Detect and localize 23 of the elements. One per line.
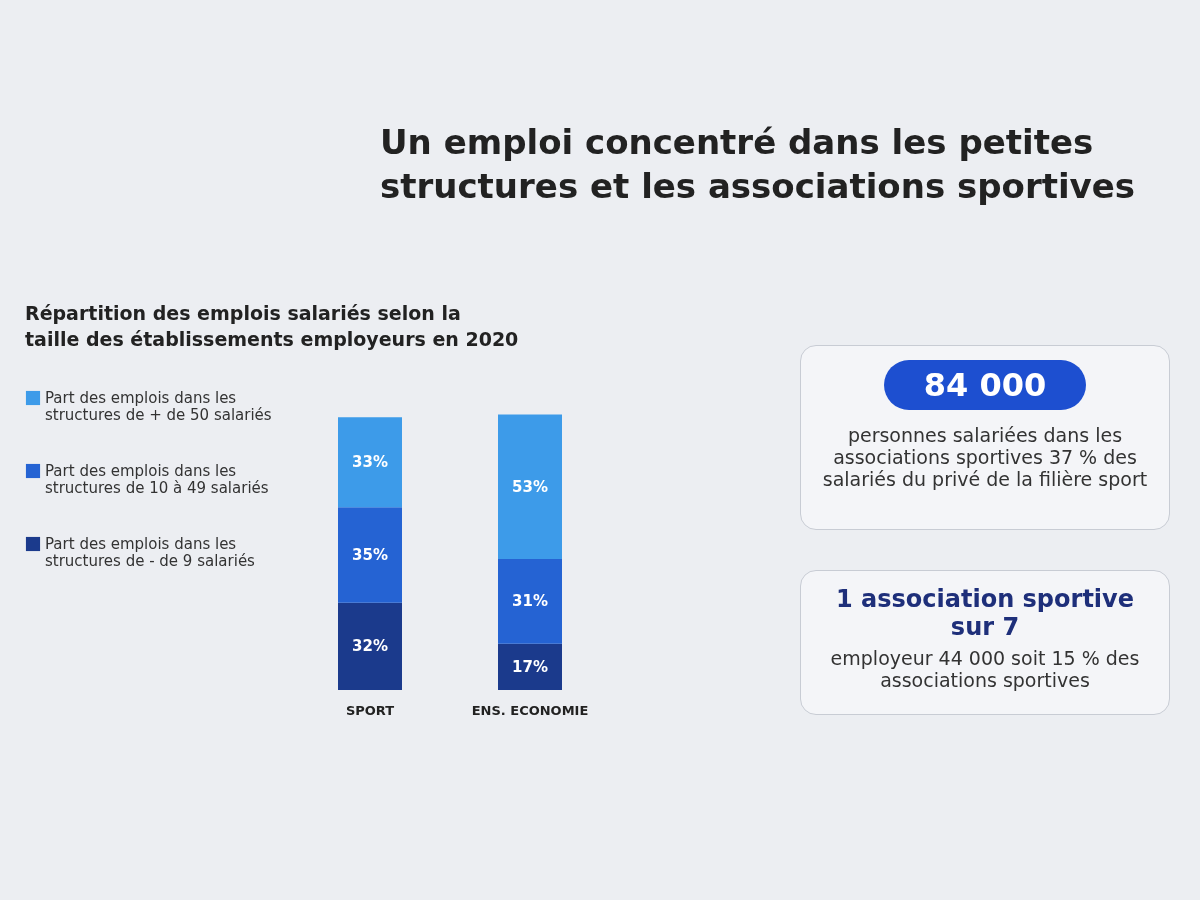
bar: [338, 417, 402, 508]
data-label: 32%: [352, 637, 388, 656]
legend-label: Part des emplois dans les structures de 10 à 49 salariés: [45, 462, 269, 497]
bar: [498, 414, 562, 560]
x-tick-label: ENS. ECONOMIE: [471, 702, 589, 718]
bar: [498, 643, 562, 690]
text: 1 association sportive sur 7: [835, 585, 1135, 641]
data-label: 31%: [512, 592, 548, 611]
bar: [338, 602, 402, 690]
data-label: 17%: [512, 657, 548, 676]
data-label: 53%: [512, 477, 548, 496]
text: Un emploi concentré dans les petites structures et les associations sportives: [380, 121, 1137, 208]
text: employeur 44 000 soit 15 % des associations sportives: [829, 647, 1141, 691]
legend-label: Part des emplois dans les structures de + de 50 salariés: [45, 389, 272, 424]
data-label: 35%: [352, 546, 388, 564]
bar: [338, 507, 402, 603]
chart-subtitle: Répartition des emplois salariés selon la taille des établissements employeurs en 2020: [25, 302, 519, 350]
data-label: 33%: [352, 453, 388, 472]
legend-label: Part des emplois dans les structures de - de 9 salariés: [45, 535, 256, 570]
bar: [498, 559, 562, 644]
text: personnes salariées dans les associations sportives 37 % des salariés du privé de la filière sport: [821, 424, 1149, 490]
x-tick-label: SPORT: [345, 702, 395, 718]
text: 84 000: [883, 360, 1087, 410]
